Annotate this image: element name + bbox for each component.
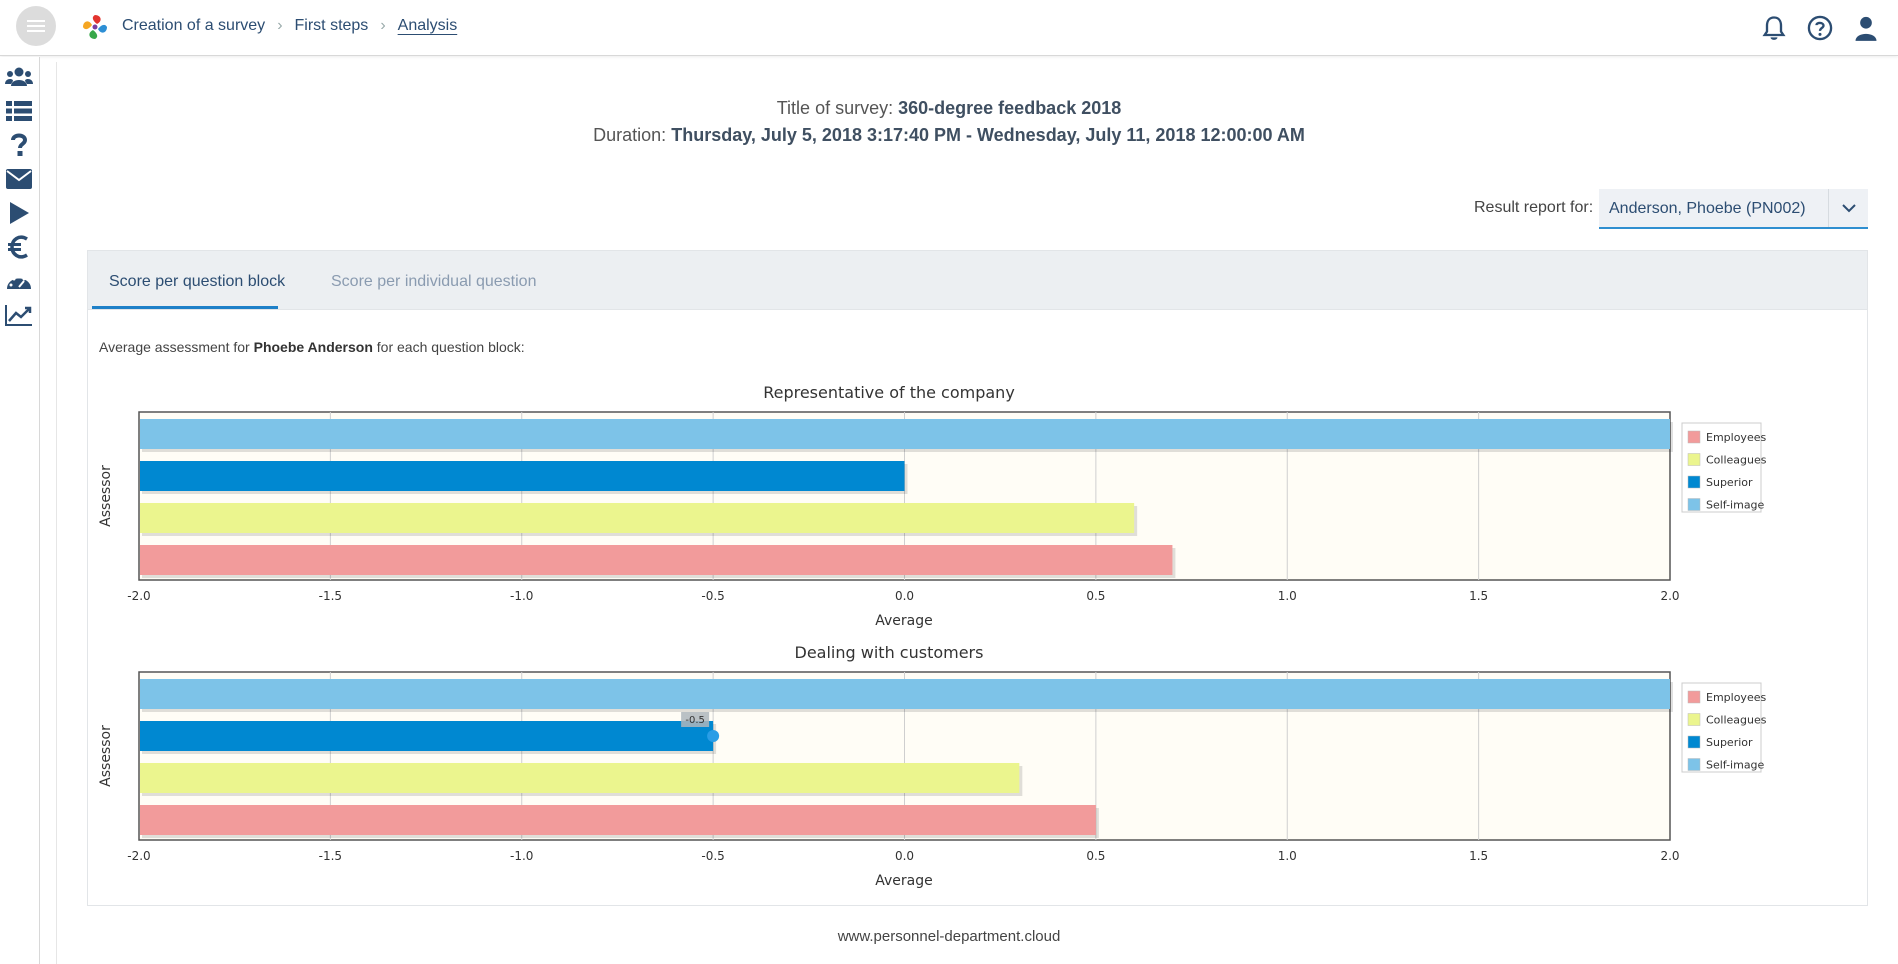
sidebar-item-analysis[interactable] [5,301,33,329]
left-sidebar [0,57,40,964]
chevron-down-icon[interactable] [1828,189,1868,227]
intro-text: Average assessment for Phoebe Anderson f… [99,339,525,355]
dashboard-icon [7,275,31,289]
breadcrumb: Creation of a survey › First steps › Ana… [122,17,457,35]
sidebar-item-costs[interactable] [5,233,33,261]
app-logo[interactable] [79,11,111,43]
results-panel: Score per question block Score per indiv… [87,250,1868,906]
tab-score-per-question-block[interactable]: Score per question block [109,273,286,290]
tab-bar: Score per question block Score per indiv… [88,251,1867,310]
help-icon[interactable] [1806,14,1834,42]
euro-icon [8,235,28,259]
result-report-label: Result report for: [1474,199,1594,216]
breadcrumb-analysis[interactable]: Analysis [397,17,458,34]
sidebar-item-users[interactable] [5,63,33,91]
users-icon [5,67,33,86]
result-report-select[interactable]: Anderson, Phoebe (PN002) [1599,189,1868,229]
chevron-right-icon: › [380,17,386,34]
survey-duration-label: Duration: [593,125,667,145]
breadcrumb-creation-of-survey[interactable]: Creation of a survey [122,17,266,34]
survey-title: Title of survey: 360-degree feedback 201… [0,98,1898,119]
question-icon [11,133,28,156]
intro-suffix: for each question block: [376,339,525,355]
top-bar: Creation of a survey › First steps › Ana… [0,0,1898,56]
bell-icon[interactable] [1760,14,1788,42]
user-icon[interactable] [1852,14,1880,42]
envelope-icon [6,169,32,189]
sidebar-item-messages[interactable] [5,165,33,193]
footer-url[interactable]: www.personnel-department.cloud [837,928,1061,945]
active-tab-indicator [92,306,278,309]
intro-prefix: Average assessment for [99,339,250,355]
hamburger-icon [27,20,45,32]
hamburger-menu-button[interactable] [16,6,56,46]
play-icon [10,202,29,224]
chart-icon [5,305,32,326]
survey-duration-value: Thursday, July 5, 2018 3:17:40 PM - Wedn… [671,125,1305,145]
list-icon [6,101,32,121]
chevron-right-icon: › [277,17,283,34]
sidebar-item-questions[interactable] [5,131,33,159]
sidebar-item-dashboard[interactable] [5,267,33,295]
survey-title-label: Title of survey: [776,98,894,118]
sidebar-item-list[interactable] [5,97,33,125]
tab-score-per-individual-question[interactable]: Score per individual question [331,273,537,290]
content-divider [56,62,57,964]
breadcrumb-first-steps[interactable]: First steps [294,17,369,34]
result-report-value: Anderson, Phoebe (PN002) [1609,200,1806,217]
survey-title-value: 360-degree feedback 2018 [898,98,1122,118]
survey-duration: Duration: Thursday, July 5, 2018 3:17:40… [0,125,1898,146]
sidebar-item-run[interactable] [5,199,33,227]
intro-person-name: Phoebe Anderson [253,339,373,355]
